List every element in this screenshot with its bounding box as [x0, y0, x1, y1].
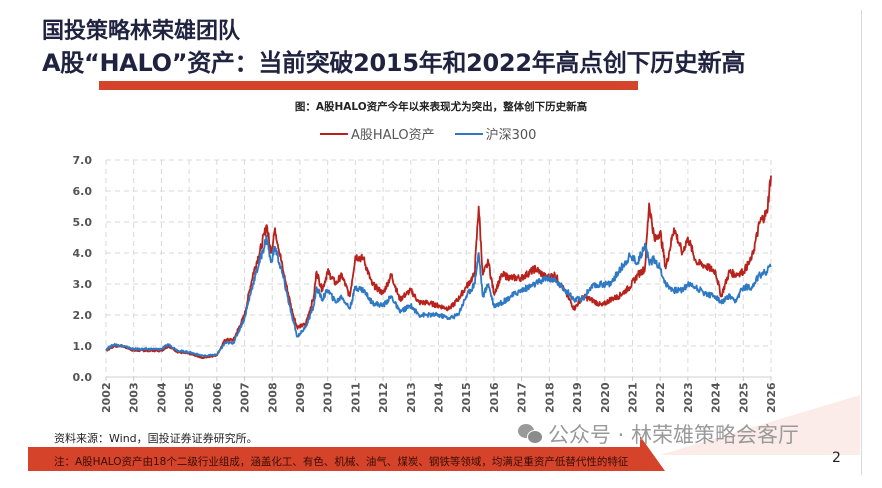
x-tick-label: 2024: [710, 382, 723, 413]
legend-label-hs300: 沪深300: [485, 128, 537, 143]
legend-swatch-hs300: [454, 132, 483, 135]
watermark-text: 公众号 · 林荣雄策略会客厅: [548, 423, 800, 447]
x-tick-label: 2017: [516, 382, 529, 413]
x-tick-label: 2012: [377, 382, 390, 413]
y-tick-label: 0.0: [73, 371, 93, 384]
x-tick-label: 2026: [765, 382, 778, 413]
series-line-halo: [105, 175, 772, 359]
note-band-slant: [640, 436, 665, 471]
page-border-line: [861, 10, 862, 475]
y-tick-label: 3.0: [73, 278, 93, 291]
x-tick-label: 2007: [239, 382, 252, 413]
x-tick-label: 2013: [405, 382, 418, 413]
x-tick-label: 2023: [682, 382, 695, 413]
legend-item-halo: A股HALO资产: [320, 124, 435, 143]
y-tick-label: 7.0: [73, 154, 93, 167]
legend-item-hs300: 沪深300: [454, 124, 537, 143]
x-tick-label: 2016: [488, 382, 501, 413]
x-tick-label: 2020: [599, 382, 612, 413]
figure-caption: 图：A股HALO资产今年以来表现尤为突出，整体创下历史新高: [294, 101, 588, 113]
page-number: 2: [832, 450, 841, 466]
x-tick-label: 2005: [183, 382, 196, 413]
team-title: 国投策略林荣雄团队: [42, 19, 241, 44]
x-tick-label: 2010: [322, 382, 335, 413]
x-tick-label: 2015: [460, 382, 473, 413]
series-line-hs300: [105, 234, 772, 358]
source-note: 资料来源：Wind，国投证券证券研究所。: [54, 432, 258, 445]
background-accent-shape: [660, 395, 860, 455]
chart-legend: A股HALO资产 沪深300: [320, 124, 536, 143]
chart-series: [105, 175, 772, 359]
x-tick-label: 2004: [155, 382, 168, 413]
y-axis-ticks: 0.0 1.0 2.0 3.0 4.0 5.0 6.0 7.0: [73, 154, 93, 384]
legend-swatch-halo: [320, 132, 348, 135]
y-tick-label: 1.0: [73, 340, 93, 353]
x-axis-ticks: 2002 2003 2004 2005 2006 2007 2008 2009 2010 2011…: [100, 382, 778, 413]
x-tick-label: 2019: [571, 382, 584, 413]
headline-accent-bar: [99, 81, 638, 90]
x-tick-label: 2006: [211, 382, 224, 413]
y-tick-label: 5.0: [73, 216, 93, 229]
x-tick-label: 2002: [100, 382, 113, 413]
x-tick-label: 2009: [294, 382, 307, 413]
watermark: 公众号 · 林荣雄策略会客厅: [518, 419, 799, 449]
note-band: [28, 447, 643, 471]
x-tick-label: 2011: [349, 382, 362, 413]
x-tick-label: 2025: [737, 382, 750, 413]
page-headline: A股“HALO”资产：当前突破2015年和2022年高点创下历史新高: [42, 49, 746, 77]
chart-grid: [105, 159, 772, 381]
legend-label-halo: A股HALO资产: [351, 128, 435, 143]
x-tick-label: 2014: [433, 382, 446, 413]
line-chart: 0.01.02.03.04.05.06.07.0 2002 2003 2004 200…: [73, 154, 779, 413]
x-tick-label: 2008: [266, 382, 279, 413]
wechat-icon: [518, 424, 543, 444]
footnote: 注：A股HALO资产由18个二级行业组成，涵盖化工、有色、机械、油气、煤炭、钢铁…: [54, 456, 629, 468]
y-tick-label: 6.0: [73, 185, 93, 198]
x-tick-label: 2018: [543, 382, 556, 413]
x-tick-label: 2021: [626, 382, 639, 413]
x-tick-label: 2003: [128, 382, 141, 413]
y-tick-label: 2.0: [73, 309, 93, 322]
x-tick-label: 2022: [654, 382, 667, 413]
y-tick-label: 4.0: [73, 247, 93, 260]
